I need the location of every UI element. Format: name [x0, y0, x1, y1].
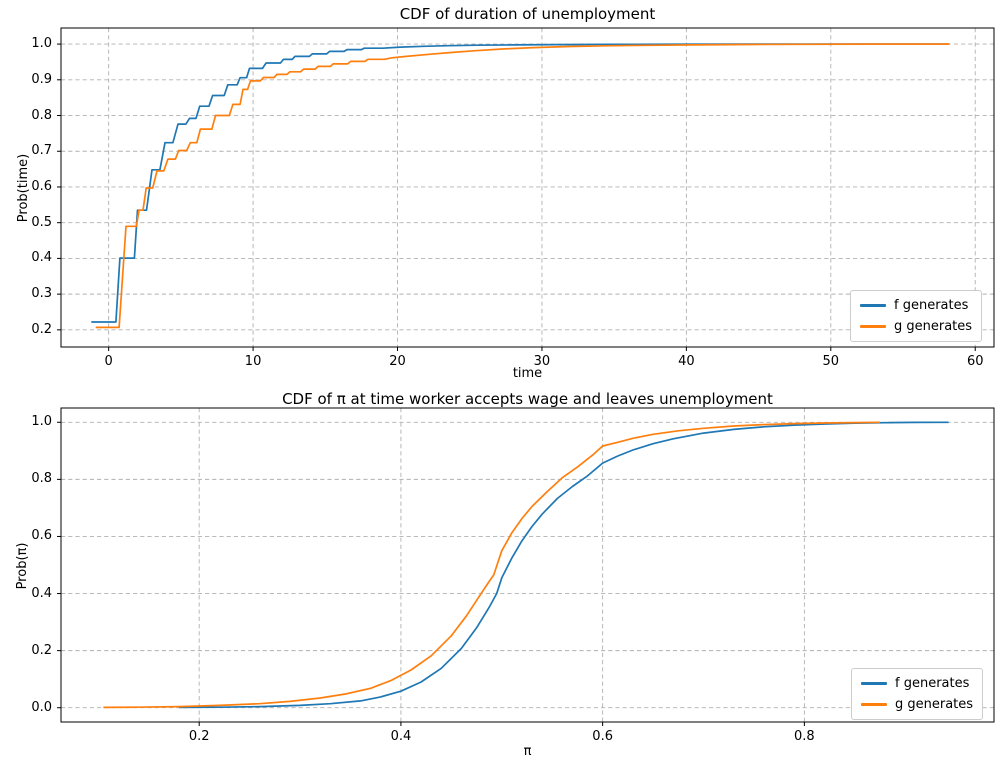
x-tick-label: 0: [104, 354, 113, 369]
x-tick-label: 0.8: [794, 729, 815, 744]
y-tick-label: 0.8: [31, 471, 52, 487]
legend-label-g: g generates: [895, 697, 974, 712]
legend-entry-g: g generates: [860, 317, 972, 336]
y-tick-label: 0.0: [31, 699, 52, 715]
y-tick-label: 0.8: [31, 107, 52, 123]
x-tick-label: 10: [244, 354, 262, 369]
plot-canvas: [57, 407, 995, 726]
legend-label-g: g generates: [894, 319, 973, 334]
y-tick-label: 0.5: [31, 214, 52, 230]
y-tick-label: 1.0: [31, 36, 52, 52]
f-line-swatch: [861, 682, 887, 685]
y-tick-label: 1.0: [31, 414, 52, 430]
legend-label-f: f generates: [895, 676, 970, 691]
duration-plot-area: [57, 27, 995, 351]
pi-y-axis-label: Prob(π): [15, 542, 30, 590]
y-tick-label: 0.4: [31, 585, 52, 601]
x-tick-label: 0.2: [188, 729, 210, 744]
f-line-swatch: [860, 304, 886, 307]
y-tick-label: 0.6: [31, 528, 52, 544]
y-tick-label: 0.2: [31, 321, 52, 337]
legend-entry-f: f generates: [861, 674, 973, 693]
plot-canvas: [57, 27, 995, 351]
cdf-line-g: [95, 43, 950, 329]
pi-cdf-chart: CDF of π at time worker accepts wage and…: [0, 388, 1001, 776]
y-tick-label: 0.4: [31, 250, 52, 266]
x-tick-label: 40: [678, 354, 695, 369]
y-tick-label: 0.7: [31, 143, 52, 159]
x-tick-label: 0.4: [390, 729, 412, 744]
y-tick-label: 0.3: [31, 286, 52, 302]
cdf-line-g: [103, 421, 881, 709]
pi-legend: f generates g generates: [851, 668, 984, 720]
legend-label-f: f generates: [894, 298, 969, 313]
y-tick-label: 0.9: [31, 71, 52, 87]
duration-legend: f generates g generates: [850, 290, 983, 342]
x-tick-label: 0.6: [592, 729, 613, 744]
x-tick-label: 60: [966, 354, 984, 369]
pi-plot-area: [0, 388, 1001, 776]
cdf-line-f: [178, 421, 949, 709]
pi-chart-title: CDF of π at time worker accepts wage and…: [282, 390, 773, 408]
g-line-swatch: [860, 325, 886, 328]
duration-cdf-chart: CDF of duration of unemployment Prob(tim…: [16, 5, 995, 381]
legend-entry-g: g generates: [861, 695, 973, 714]
g-line-swatch: [861, 703, 887, 706]
y-tick-label: 0.2: [31, 642, 52, 658]
cdf-line-f: [91, 43, 950, 323]
x-tick-label: 30: [533, 354, 551, 369]
legend-entry-f: f generates: [860, 296, 972, 315]
duration-x-axis-label: time: [512, 366, 543, 381]
pi-x-axis-label: π: [523, 744, 532, 759]
x-tick-label: 50: [822, 354, 840, 369]
duration-chart-title: CDF of duration of unemployment: [399, 5, 656, 23]
x-tick-label: 20: [389, 354, 406, 369]
y-tick-label: 0.6: [31, 178, 52, 194]
